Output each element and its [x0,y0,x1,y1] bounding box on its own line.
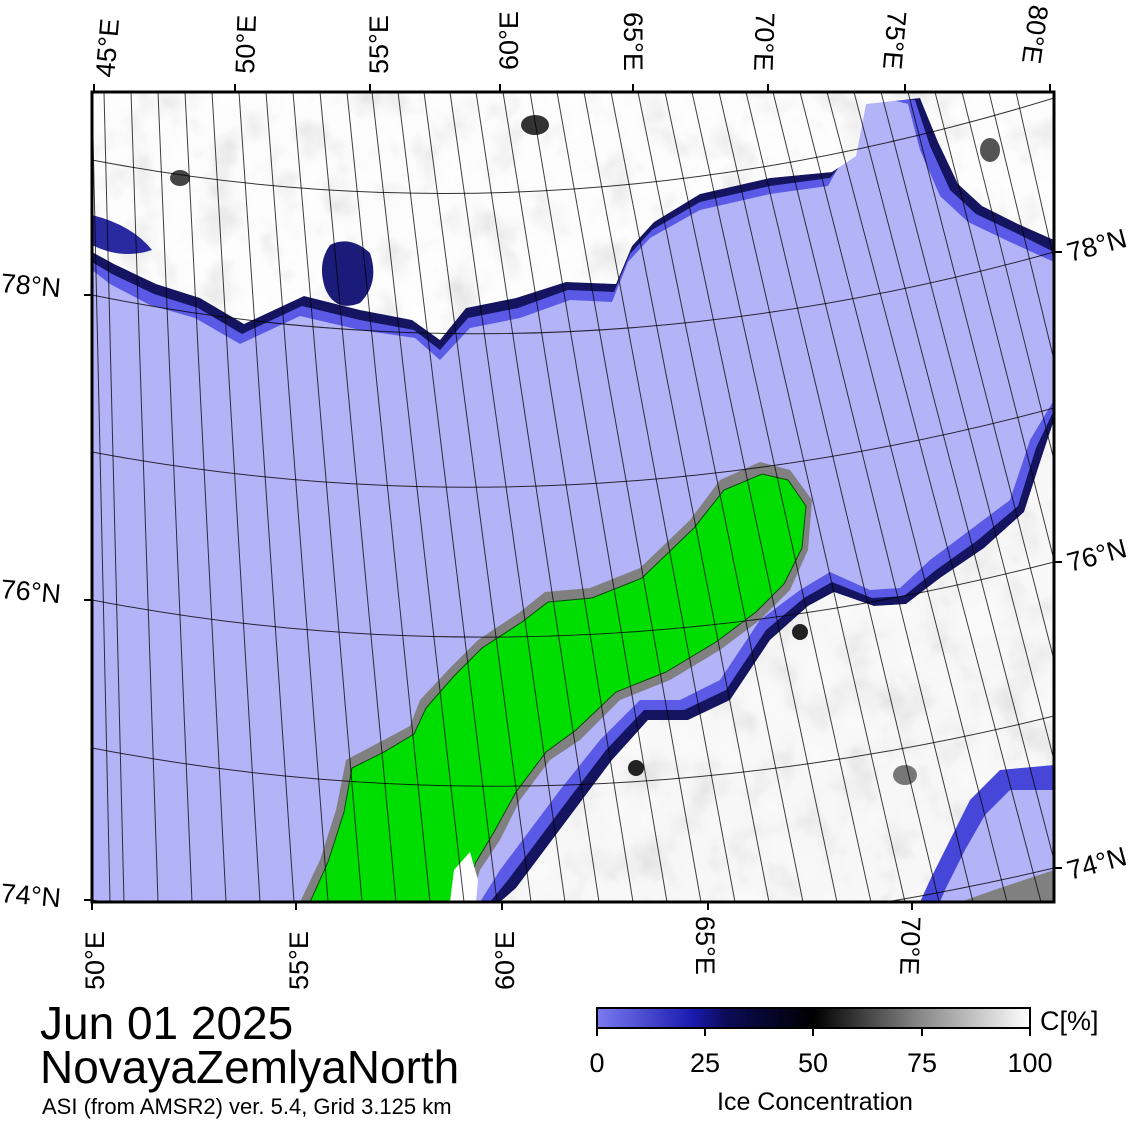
right-lat-label: 74°N [1064,841,1130,886]
colorbar-unit: C[%] [1040,1006,1099,1036]
top-lon-label: 80°E [1016,3,1054,65]
top-lon-label: 70°E [748,12,780,72]
top-lon-label: 45°E [90,17,125,78]
left-lat-label: 78°N [0,268,62,303]
map-frame [90,90,1056,904]
right-lat-label: 78°N [1064,223,1130,268]
bottom-lon-label: 60°E [490,931,520,990]
colorbar-tick: 75 [907,1048,937,1078]
colorbar-label: Ice Concentration [717,1088,913,1116]
top-lon-label: 60°E [494,11,524,70]
novaya-zemlya-land [309,473,807,902]
top-lon-label: 65°E [618,12,648,71]
colorbar-tick: 25 [690,1048,720,1078]
left-lat-label: 74°N [0,878,62,913]
left-lat-label: 76°N [0,574,62,609]
bottom-lon-label: 50°E [80,931,110,990]
colorbar-tick: 0 [589,1048,604,1078]
colorbar-tick: 100 [1007,1048,1052,1078]
top-lon-label: 50°E [230,14,262,74]
right-lat-label: 76°N [1064,533,1130,578]
colorbar-tick: 50 [798,1048,828,1078]
map-date: Jun 01 2025 [40,997,294,1049]
region-name: NovayaZemlyaNorth [40,1041,460,1093]
bottom-lon-label: 65°E [690,916,720,975]
top-lon-label: 75°E [877,9,912,70]
bottom-lon-label: 70°E [894,916,926,976]
bottom-lon-label: 55°E [284,931,314,990]
top-lon-label: 55°E [364,15,394,74]
product-info: ASI (from AMSR2) ver. 5.4, Grid 3.125 km [42,1094,452,1119]
colorbar: 0 25 50 75 100 C[%] Ice Concentration [589,1006,1098,1116]
graticule [92,92,1054,902]
colorbar-gradient [596,1007,1031,1029]
